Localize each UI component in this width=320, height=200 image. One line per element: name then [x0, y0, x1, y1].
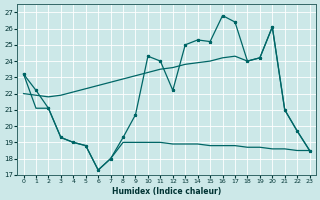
- X-axis label: Humidex (Indice chaleur): Humidex (Indice chaleur): [112, 187, 221, 196]
